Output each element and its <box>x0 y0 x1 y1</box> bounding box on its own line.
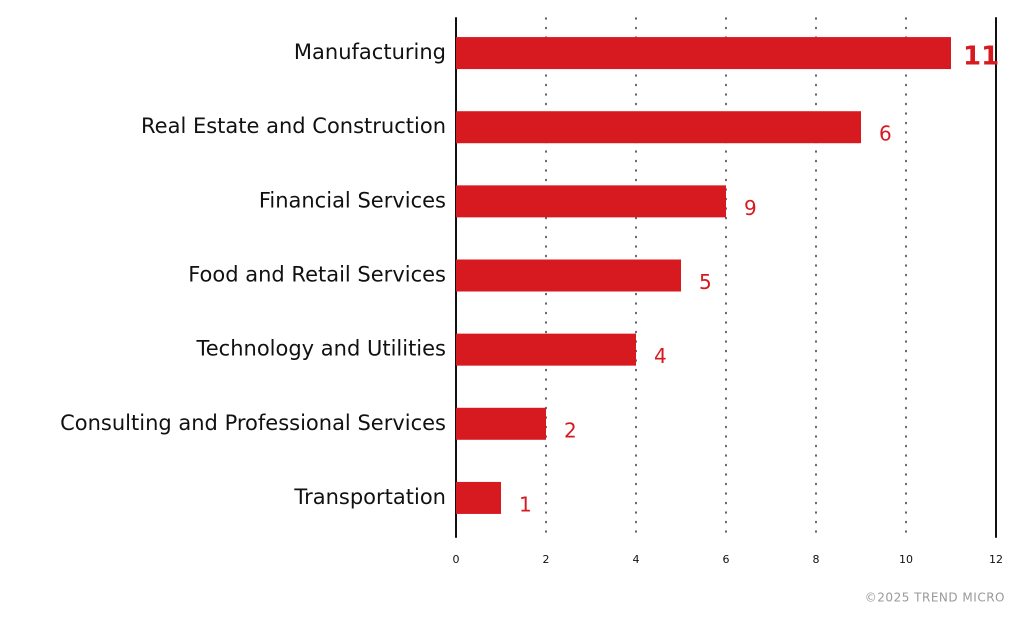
x-tick-label: 10 <box>899 553 913 566</box>
category-label: Consulting and Professional Services <box>60 411 446 435</box>
category-label: Real Estate and Construction <box>141 114 446 138</box>
bar <box>456 37 951 70</box>
category-label: Technology and Utilities <box>195 337 446 361</box>
value-label: 9 <box>744 196 757 220</box>
x-tick-label: 12 <box>989 553 1003 566</box>
bar <box>456 407 546 440</box>
category-label: Food and Retail Services <box>188 263 446 287</box>
category-label: Manufacturing <box>294 40 446 64</box>
x-tick-label: 2 <box>543 553 550 566</box>
bar <box>456 481 501 514</box>
bar <box>456 111 861 144</box>
x-tick-label: 0 <box>453 553 460 566</box>
x-tick-label: 8 <box>813 553 820 566</box>
value-label: 4 <box>654 344 667 368</box>
bar <box>456 259 681 292</box>
value-label: 11 <box>963 42 999 72</box>
bar <box>456 333 636 366</box>
category-label: Transportation <box>293 485 446 509</box>
value-label: 1 <box>519 492 532 516</box>
bar <box>456 185 726 218</box>
value-label: 6 <box>879 122 892 146</box>
copyright: ©2025 TREND MICRO <box>865 591 1005 605</box>
category-label: Financial Services <box>259 188 446 212</box>
x-tick-label: 4 <box>633 553 640 566</box>
value-label: 2 <box>564 418 577 442</box>
value-label: 5 <box>699 270 712 294</box>
x-tick-label: 6 <box>723 553 730 566</box>
